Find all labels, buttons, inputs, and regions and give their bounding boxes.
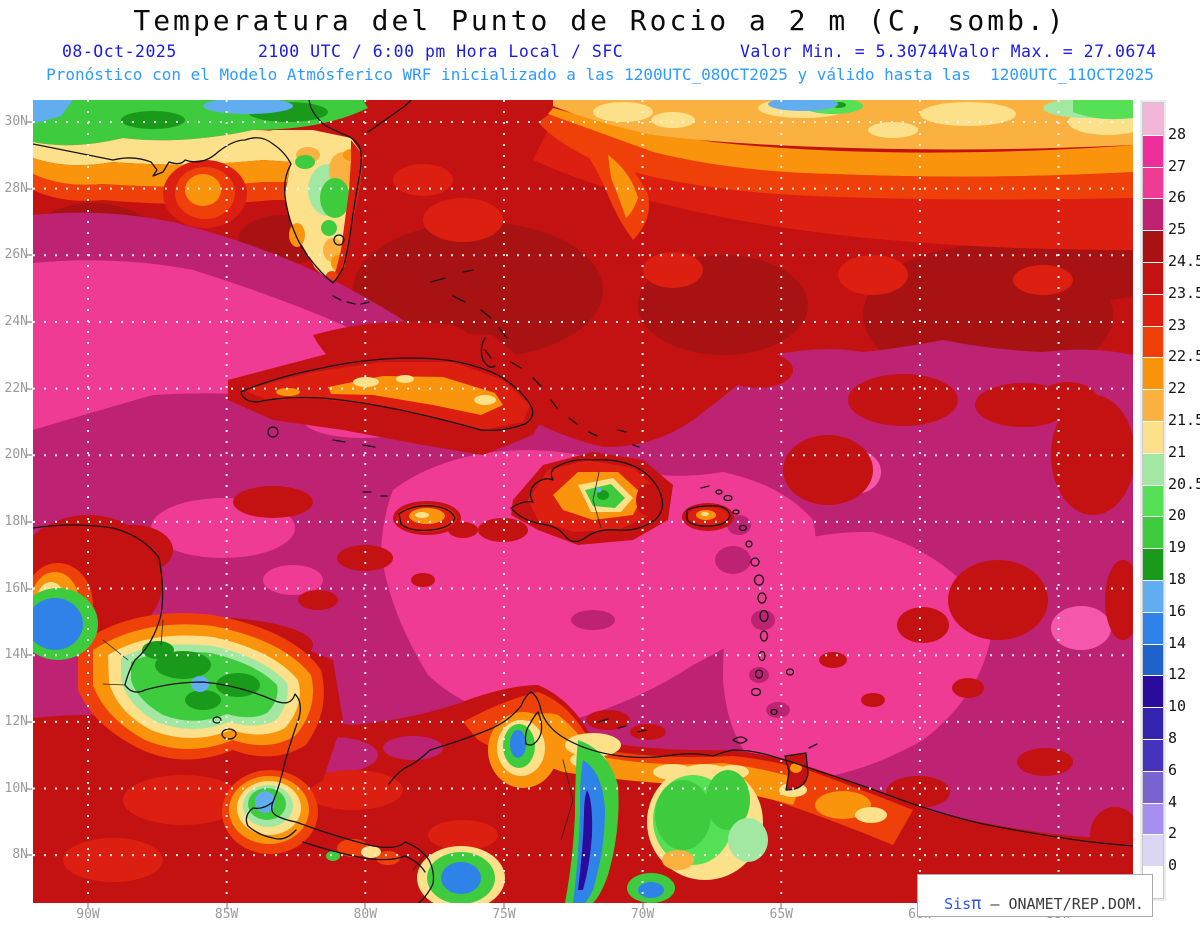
watermark-org: – ONAMET/REP.DOM.	[981, 895, 1144, 913]
colorbar-tick-label: 22	[1168, 379, 1187, 398]
colorbar-segment	[1143, 548, 1163, 580]
colorbar-segment	[1143, 420, 1163, 453]
colorbar-tick-label: 27	[1168, 156, 1187, 175]
colorbar-segment	[1143, 484, 1163, 517]
lon-tick-label: 85W	[214, 907, 239, 922]
colorbar-tick-label: 0	[1168, 856, 1178, 875]
lat-tick-label: 16N	[4, 580, 28, 596]
colorbar-tick-label: 26	[1168, 188, 1187, 207]
contour-field-layer	[33, 100, 1133, 903]
colorbar-segment	[1143, 738, 1163, 771]
colorbar-segment	[1143, 611, 1163, 644]
lat-tick-label: 14N	[4, 647, 28, 663]
colorbar-tick-label: 25	[1168, 220, 1187, 239]
lon-tick	[780, 903, 783, 908]
colorbar	[1142, 102, 1164, 899]
colorbar-segment	[1143, 675, 1163, 708]
colorbar-segment	[1143, 103, 1163, 135]
lat-tick-label: 26N	[4, 247, 28, 263]
colorbar-tick-label: 23	[1168, 315, 1187, 334]
colorbar-segment	[1143, 643, 1163, 676]
coastline-layer	[33, 100, 1133, 903]
lon-tick	[364, 903, 367, 908]
lon-tick	[502, 903, 505, 908]
colorbar-segment	[1143, 166, 1163, 199]
lat-tick-label: 22N	[4, 380, 28, 396]
page-title: Temperatura del Punto de Rocio a 2 m (C,…	[133, 4, 1067, 37]
colorbar-segment	[1143, 452, 1163, 485]
lat-tick	[27, 454, 32, 457]
lat-tick-label: 28N	[4, 180, 28, 196]
colorbar-tick-label: 21.5	[1168, 411, 1200, 429]
colorbar-segment	[1143, 230, 1163, 262]
colorbar-segment	[1143, 516, 1163, 549]
watermark: Sisπ – ONAMET/REP.DOM.	[917, 874, 1153, 917]
colorbar-tick-label: 20.5	[1168, 474, 1200, 493]
lat-tick-label: 8N	[12, 847, 28, 863]
lon-tick	[225, 903, 228, 908]
lat-tick	[27, 187, 32, 190]
lon-tick-label: 65W	[769, 907, 793, 922]
lat-tick-label: 24N	[4, 313, 28, 329]
colorbar-segment	[1143, 770, 1163, 803]
colorbar-segment	[1143, 389, 1163, 421]
colorbar-tick-label: 14	[1168, 633, 1187, 652]
lat-tick-label: 30N	[4, 114, 28, 129]
forecast-line: Pronóstico con el Modelo Atmósferico WRF…	[46, 65, 1154, 84]
info-time-utc: 2100 UTC / 6:00 pm Hora Local / SFC	[258, 42, 624, 61]
colorbar-segment	[1143, 579, 1163, 612]
colorbar-segment	[1143, 293, 1163, 326]
lat-tick	[27, 387, 32, 390]
lon-tick-label: 70W	[630, 907, 655, 922]
lat-tick	[27, 654, 32, 657]
lat-tick	[27, 121, 32, 123]
colorbar-tick-label: 19	[1168, 538, 1187, 557]
colorbar-segment	[1143, 357, 1163, 390]
lat-tick-label: 12N	[4, 713, 28, 729]
lat-tick	[27, 320, 32, 323]
lon-tick	[87, 903, 89, 908]
colorbar-segment	[1143, 834, 1163, 867]
lon-tick-label: 80W	[353, 907, 378, 922]
colorbar-tick-label: 8	[1168, 729, 1178, 747]
info-date: 08-Oct-2025	[62, 42, 177, 61]
info-valor-min: Valor Min. = 5.30744	[740, 42, 949, 61]
colorbar-segment	[1143, 707, 1163, 739]
lat-tick-label: 10N	[4, 780, 28, 796]
colorbar-segment	[1143, 134, 1163, 167]
colorbar-segment	[1143, 261, 1163, 294]
pi-icon: π	[971, 894, 982, 914]
colorbar-tick-label: 12	[1168, 665, 1187, 684]
colorbar-tick-label: 20	[1168, 506, 1187, 525]
lat-tick	[27, 254, 32, 257]
lon-tick-label: 90W	[76, 907, 100, 922]
colorbar-tick-label: 21	[1168, 442, 1187, 461]
colorbar-segment	[1143, 198, 1163, 231]
grid-layer	[33, 100, 1133, 903]
lon-tick-label: 75W	[492, 907, 516, 922]
lat-tick-label: 20N	[4, 447, 28, 463]
colorbar-tick-label: 18	[1168, 570, 1187, 588]
lon-tick	[641, 903, 644, 908]
lat-tick-label: 18N	[4, 513, 28, 529]
colorbar-tick-label: 23.5	[1168, 283, 1200, 302]
colorbar-segment	[1143, 325, 1163, 358]
colorbar-tick-label: 10	[1168, 697, 1187, 716]
weather-map	[33, 100, 1133, 903]
colorbar-tick-label: 6	[1168, 760, 1178, 779]
lat-tick	[27, 720, 32, 723]
colorbar-tick-label: 16	[1168, 601, 1187, 620]
colorbar-tick-label: 4	[1168, 792, 1178, 811]
watermark-brand: Sis	[944, 895, 972, 913]
info-valor-max: Valor Max. = 27.0674	[948, 42, 1157, 61]
colorbar-tick-label: 22.5	[1168, 347, 1200, 366]
lat-tick	[27, 520, 32, 523]
colorbar-segment	[1143, 802, 1163, 835]
lat-tick	[27, 854, 32, 857]
lat-tick	[27, 587, 32, 590]
colorbar-tick-label: 28	[1168, 124, 1187, 143]
lat-tick	[27, 787, 32, 790]
colorbar-tick-label: 2	[1168, 824, 1178, 843]
colorbar-tick-label: 24.5	[1168, 252, 1200, 270]
